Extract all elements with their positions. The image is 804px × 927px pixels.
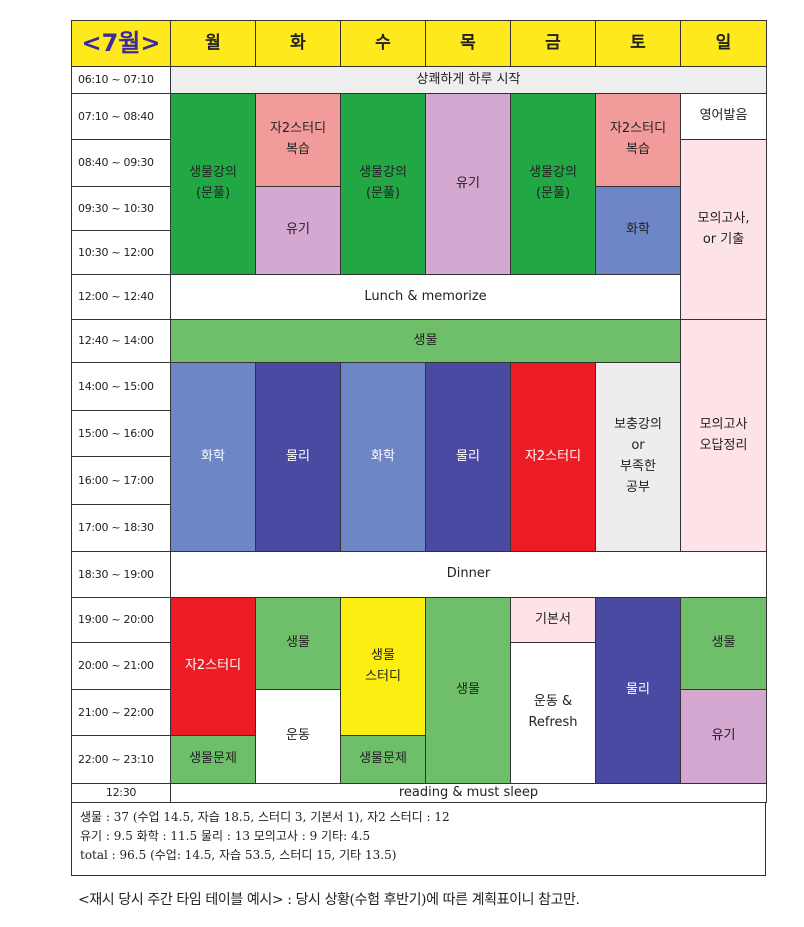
day-header-mon: 월 <box>170 20 256 67</box>
block-thu-bio: 생물 <box>425 597 511 784</box>
time-slot: 12:00 ~ 12:40 <box>71 274 171 320</box>
weekly-timetable: <7월> 월 화 수 목 금 토 일 06:10 ~ 07:10 07:10 ~ 08:40 08:… <box>71 20 767 803</box>
day-header-sat: 토 <box>595 20 681 67</box>
time-slot: 08:40 ~ 09:30 <box>71 139 171 187</box>
block-wed-chem: 화학 <box>340 362 426 552</box>
block-morning-start: 상쾌하게 하루 시작 <box>170 66 767 94</box>
time-slot: 12:40 ~ 14:00 <box>71 319 171 363</box>
time-slot: 20:00 ~ 21:00 <box>71 642 171 690</box>
block-fri-bio-lecture: 생물강의 (문풀) <box>510 93 596 275</box>
block-sat-phys: 물리 <box>595 597 681 784</box>
time-slot: 14:00 ~ 15:00 <box>71 362 171 411</box>
block-fri-exercise: 운동 & Refresh <box>510 642 596 784</box>
time-slot: 09:30 ~ 10:30 <box>71 186 171 231</box>
time-slot: 15:00 ~ 16:00 <box>71 410 171 457</box>
block-tue-organic: 유기 <box>255 186 341 275</box>
time-slot: 16:00 ~ 17:00 <box>71 456 171 505</box>
day-header-sun: 일 <box>680 20 767 67</box>
block-sun-organic: 유기 <box>680 689 767 784</box>
block-sat-chem: 화학 <box>595 186 681 275</box>
block-thu-phys: 물리 <box>425 362 511 552</box>
block-mon-bio-problems: 생물문제 <box>170 735 256 784</box>
time-slot: 21:00 ~ 22:00 <box>71 689 171 736</box>
block-mon-study: 자2스터디 <box>170 597 256 736</box>
block-sun-mock-exam: 모의고사, or 기출 <box>680 139 767 320</box>
time-slot: 10:30 ~ 12:00 <box>71 230 171 275</box>
block-sun-bio: 생물 <box>680 597 767 690</box>
block-sat-study-review: 자2스터디 복습 <box>595 93 681 187</box>
block-fri-study: 자2스터디 <box>510 362 596 552</box>
block-sleep: reading & must sleep <box>170 783 767 803</box>
day-header-thu: 목 <box>425 20 511 67</box>
block-thu-organic: 유기 <box>425 93 511 275</box>
summary-line-1: 생물 : 37 (수업 14.5, 자습 18.5, 스터디 3, 기본서 1)… <box>80 810 450 824</box>
day-header-wed: 수 <box>340 20 426 67</box>
summary-line-2: 유기 : 9.5 화학 : 11.5 물리 : 13 모의고사 : 9 기타: … <box>80 829 371 843</box>
weekly-summary: 생물 : 37 (수업 14.5, 자습 18.5, 스터디 3, 기본서 1)… <box>71 802 766 876</box>
block-tue-bio: 생물 <box>255 597 341 690</box>
block-mon-bio-lecture: 생물강의 (문풀) <box>170 93 256 275</box>
month-header: <7월> <box>71 20 171 67</box>
time-slot: 06:10 ~ 07:10 <box>71 66 171 94</box>
time-slot: 17:00 ~ 18:30 <box>71 504 171 552</box>
block-wed-bio-lecture: 생물강의 (문풀) <box>340 93 426 275</box>
block-fri-basic-text: 기본서 <box>510 597 596 643</box>
time-slot: 12:30 <box>71 783 171 803</box>
time-slot: 22:00 ~ 23:10 <box>71 735 171 784</box>
block-sat-supplement: 보충강의 or 부족한 공부 <box>595 362 681 552</box>
block-lunch: Lunch & memorize <box>170 274 681 320</box>
block-dinner: Dinner <box>170 551 767 598</box>
block-tue-exercise: 운동 <box>255 689 341 784</box>
block-tue-phys: 물리 <box>255 362 341 552</box>
block-sun-review: 모의고사 오답정리 <box>680 319 767 552</box>
block-tue-study-review: 자2스터디 복습 <box>255 93 341 187</box>
block-wed-bio-problems: 생물문제 <box>340 735 426 784</box>
block-wed-bio-study: 생물 스터디 <box>340 597 426 736</box>
time-slot: 07:10 ~ 08:40 <box>71 93 171 140</box>
block-bio-noon: 생물 <box>170 319 681 363</box>
time-slot: 19:00 ~ 20:00 <box>71 597 171 643</box>
day-header-fri: 금 <box>510 20 596 67</box>
day-header-tue: 화 <box>255 20 341 67</box>
caption: <재시 당시 주간 타임 테이블 예시> : 당시 상황(수험 후반기)에 따른… <box>78 892 580 908</box>
block-sun-pronunciation: 영어발음 <box>680 93 767 140</box>
summary-line-3: total : 96.5 (수업: 14.5, 자습 53.5, 스터디 15,… <box>80 848 397 862</box>
time-slot: 18:30 ~ 19:00 <box>71 551 171 598</box>
block-mon-chem: 화학 <box>170 362 256 552</box>
